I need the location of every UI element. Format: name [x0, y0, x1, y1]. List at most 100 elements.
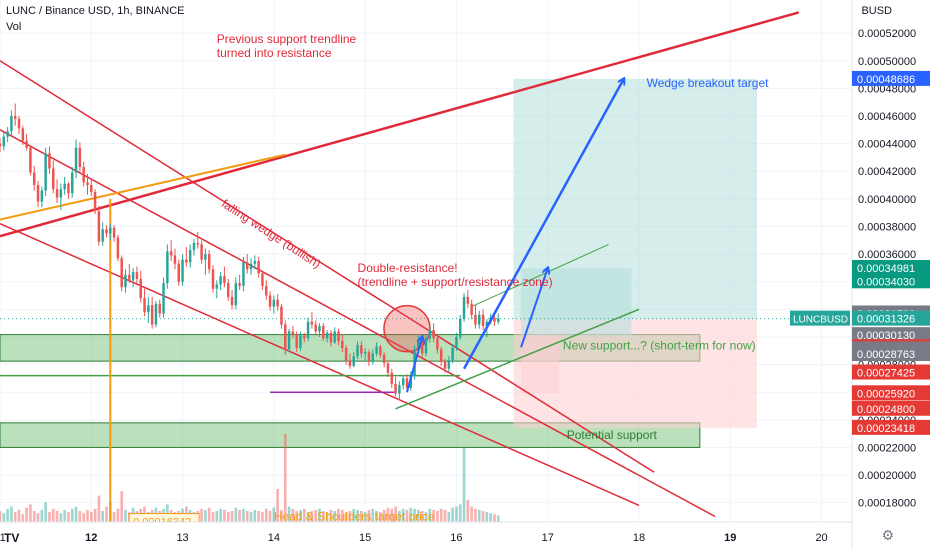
candle: [322, 323, 325, 342]
candle-body: [169, 251, 173, 256]
candle-body: [325, 332, 329, 339]
candle: [478, 310, 481, 329]
candle: [223, 266, 226, 288]
volume-bar: [245, 511, 249, 522]
new-support-note: New support...? (short-term for now): [563, 338, 756, 352]
candle-body: [348, 360, 352, 366]
candle-body: [211, 269, 215, 289]
volume-bar: [25, 507, 28, 522]
volume-bar: [264, 508, 268, 522]
price-label-text: 0.00034981: [857, 263, 915, 275]
price-axis: 0.000180000.000200000.000220000.00024000…: [851, 0, 930, 550]
volume-bar: [29, 504, 32, 522]
candle: [10, 110, 13, 136]
volume-bar: [333, 511, 337, 522]
previous-support-trendline: [0, 153, 286, 221]
candle-body: [474, 314, 477, 325]
candle-body: [432, 330, 435, 339]
volume-bar: [310, 511, 314, 522]
wedge-support-line: [395, 308, 640, 410]
candle-body: [63, 183, 66, 190]
candle-body: [303, 335, 306, 339]
secondary-falling-trendline: [0, 223, 640, 507]
candle: [2, 132, 6, 151]
candle: [234, 277, 238, 310]
volume-bar: [493, 514, 496, 522]
volume-bar: [398, 511, 401, 522]
volume-bar: [394, 506, 397, 522]
volume-bar: [200, 508, 203, 522]
candle-body: [276, 299, 279, 307]
price-label-text: 0.00034030: [857, 276, 915, 288]
volume-bar: [420, 511, 424, 522]
y-tick-label: 0.00020000: [858, 470, 916, 482]
candle: [386, 360, 390, 377]
candle: [284, 320, 287, 355]
potential-support-note: Potential support: [567, 428, 658, 442]
x-tick-label: 17: [542, 532, 554, 544]
double-resistance-note-line: Double-resistance!: [358, 261, 458, 275]
volume-bar: [242, 508, 245, 522]
volume-bar: [474, 508, 477, 522]
volume-bar: [257, 511, 260, 522]
volume-indicator-label: Vol: [6, 21, 22, 33]
y-tick-label: 0.00036000: [858, 249, 916, 261]
candle: [97, 205, 101, 246]
chart-title: LUNC / Binance USD, 1h, BINANCE: [6, 5, 185, 17]
candle-body: [329, 332, 333, 343]
candle: [200, 240, 203, 264]
candle-body: [245, 262, 249, 270]
time-axis: 11 12 13 14 15 16 17 18 19 20: [0, 521, 852, 544]
price-label-box: [852, 273, 930, 289]
candle: [481, 309, 485, 331]
candle: [428, 325, 432, 343]
candle-body: [238, 283, 241, 286]
price-label-box: [852, 400, 930, 416]
y-tick-label: 0.00040000: [858, 194, 916, 206]
candle: [242, 256, 245, 292]
volume-bar: [360, 511, 363, 522]
volume-bar: [276, 489, 279, 522]
volume-bar: [409, 507, 413, 522]
candle: [432, 323, 435, 343]
volume-bar: [306, 512, 310, 522]
new-support-note-line: New support...? (short-term for now): [563, 338, 756, 352]
candle-body: [382, 354, 386, 364]
volume-bar: [325, 512, 329, 522]
candle-body: [341, 341, 344, 348]
y-tick-label: 0.00046000: [858, 111, 916, 123]
candle: [306, 317, 310, 342]
volume-bar: [116, 508, 120, 522]
candle-body: [2, 136, 6, 147]
candle-body: [371, 353, 374, 362]
breakout-channel-upper: [471, 243, 609, 308]
candle-body: [375, 346, 378, 354]
volume-bar: [344, 512, 348, 522]
volume-bar: [424, 512, 428, 522]
potential-support-note-line: Potential support: [567, 428, 658, 442]
price-label-text: 0.00028763: [857, 349, 915, 361]
price-label-text: 0.00048686: [857, 74, 915, 86]
candle-body: [333, 331, 336, 343]
candle-body: [48, 153, 51, 169]
candle-body: [265, 285, 268, 296]
candle: [82, 161, 85, 187]
gear-icon[interactable]: ⚙: [881, 527, 894, 543]
falling-wedge-note: falling wedge (bullish): [219, 197, 323, 272]
volume-bar: [36, 513, 40, 522]
candle: [211, 265, 215, 293]
volume-bar: [230, 511, 234, 522]
candle-body: [207, 254, 211, 270]
candle: [439, 346, 443, 366]
volume-bar: [17, 509, 21, 522]
previous-support-note-line: Previous support trendline: [217, 32, 357, 46]
y-tick-label: 0.00018000: [858, 498, 916, 510]
candle-body: [135, 272, 139, 279]
candle-body: [131, 272, 135, 281]
candle: [59, 183, 63, 210]
volume-bar: [234, 507, 238, 522]
candle-body: [485, 321, 489, 326]
candle: [147, 296, 150, 324]
